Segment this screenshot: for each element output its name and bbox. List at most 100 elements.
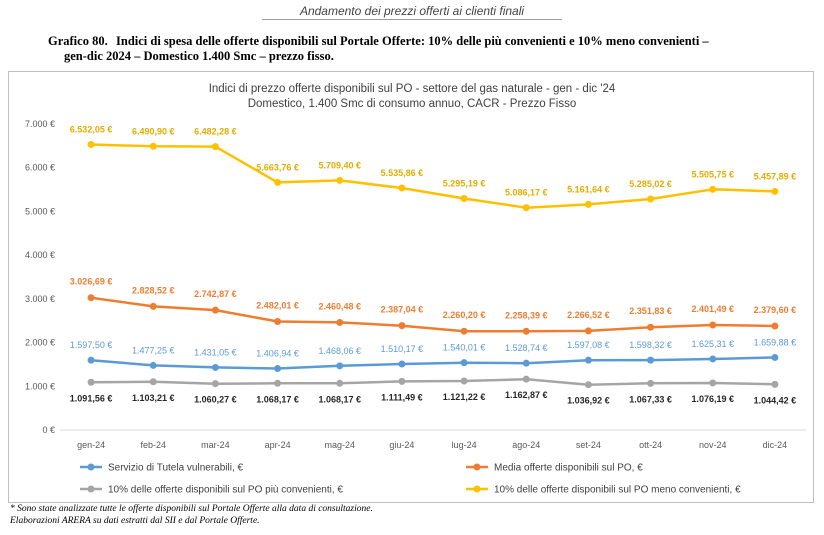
data-label: 5.457,89 € [754,171,797,181]
x-tick-label: gen-24 [77,440,105,450]
legend-swatch-marker [87,463,95,471]
y-tick-label: 5.000 € [25,206,55,216]
data-label: 6.532,05 € [70,124,113,134]
data-label: 1.067,33 € [629,394,672,404]
data-point [398,360,406,368]
x-tick-label: feb-24 [140,440,166,450]
legend-label: Servizio di Tutela vulnerabili, € [108,463,244,474]
data-label: 5.285,02 € [629,179,672,189]
data-point [211,380,219,388]
data-label: 1.625,31 € [691,339,734,349]
data-label: 1.468,06 € [318,346,361,356]
data-point [87,294,95,302]
figure-title: Grafico 80. Indici di spesa delle offerte… [48,34,788,64]
data-point [522,327,530,335]
data-point [274,364,282,372]
data-point [771,380,779,388]
data-label: 2.351,83 € [629,306,672,316]
data-label: 1.091,56 € [70,393,113,403]
data-label: 2.387,04 € [381,305,424,315]
data-label: 5.535,86 € [381,168,424,178]
legend-swatch-marker [473,463,481,471]
data-point [709,355,717,363]
data-label: 5.505,75 € [691,169,734,179]
data-point [709,185,717,193]
data-label: 1.036,92 € [567,396,610,406]
chart-frame [8,71,814,503]
y-tick-label: 1.000 € [25,381,55,391]
data-label: 2.742,87 € [194,289,237,299]
chart-title: Indici di prezzo offerte disponibili sul… [209,83,616,95]
data-point [211,363,219,371]
data-point [336,176,344,184]
data-point [460,359,468,367]
data-point [149,361,157,369]
data-label: 6.490,90 € [132,126,175,136]
data-point [149,142,157,150]
data-label: 6.482,28 € [194,127,237,137]
data-label: 1.068,17 € [318,394,361,404]
data-label: 3.026,69 € [70,277,113,287]
data-point [149,378,157,386]
x-tick-label: lug-24 [452,440,477,450]
data-label: 1.597,08 € [567,340,610,350]
y-tick-label: 7.000 € [25,119,55,129]
data-point [647,356,655,364]
data-point [87,378,95,386]
page-header: Andamento dei prezzi offerti ai clienti … [299,4,525,18]
data-label: 1.431,05 € [194,347,237,357]
data-label: 2.401,49 € [691,304,734,314]
data-label: 2.460,48 € [318,301,361,311]
x-tick-label: mag-24 [324,440,355,450]
data-label: 1.598,32 € [629,340,672,350]
data-label: 1.076,19 € [691,394,734,404]
legend-label: 10% delle offerte disponibili sul PO men… [494,485,741,496]
data-label: 1.162,87 € [505,390,548,400]
data-label: 5.295,19 € [443,179,486,189]
data-label: 2.379,60 € [754,305,797,315]
legend-label: Media offerte disponibili sul PO, € [494,463,643,474]
data-point [584,327,592,335]
data-label: 1.111,49 € [381,392,423,402]
data-point [87,356,95,364]
data-point [211,306,219,314]
chart-subtitle: Domestico, 1.400 Smc di consumo annuo, C… [248,98,577,110]
footnote-elaboration: Elaborazioni ARERA su dati estratti dal … [10,516,260,526]
data-point [149,302,157,310]
x-tick-label: set-24 [576,440,601,450]
legend-swatch-marker [87,485,95,493]
data-point [211,143,219,151]
data-label: 1.477,25 € [132,345,175,355]
data-point [460,195,468,203]
x-tick-label: mar-24 [201,440,230,450]
series-line [90,296,775,333]
figure-title-line1: Indici di spesa delle offerte disponibil… [116,34,709,48]
y-tick-label: 0 € [42,425,55,435]
y-tick-label: 6.000 € [25,163,55,173]
series-line [90,356,775,370]
series-line [91,377,775,386]
header-divider [262,19,562,20]
y-tick-label: 3.000 € [25,294,55,304]
data-point [771,187,779,195]
data-point [647,195,655,203]
data-label: 1.528,74 € [505,343,548,353]
series-line [91,143,775,209]
data-label: 1.540,01 € [443,343,486,353]
data-point [398,322,406,330]
data-point [709,379,717,387]
data-point [274,379,282,387]
data-label: 1.044,42 € [754,395,797,405]
data-label: 1.597,50 € [70,340,113,350]
data-label: 2.482,01 € [256,301,299,311]
data-point [771,322,779,330]
data-label: 2.258,39 € [505,310,548,320]
data-label: 1.121,22 € [443,392,486,402]
data-label: 2.266,52 € [567,310,610,320]
data-label: 1.068,17 € [256,394,299,404]
legend-label: 10% delle offerte disponibili sul PO più… [108,485,343,496]
data-label: 1.659,88 € [754,337,797,347]
figure-title-line2: gen-dic 2024 – Domestico 1.400 Smc – pre… [64,49,334,63]
data-label: 2.260,20 € [443,310,486,320]
